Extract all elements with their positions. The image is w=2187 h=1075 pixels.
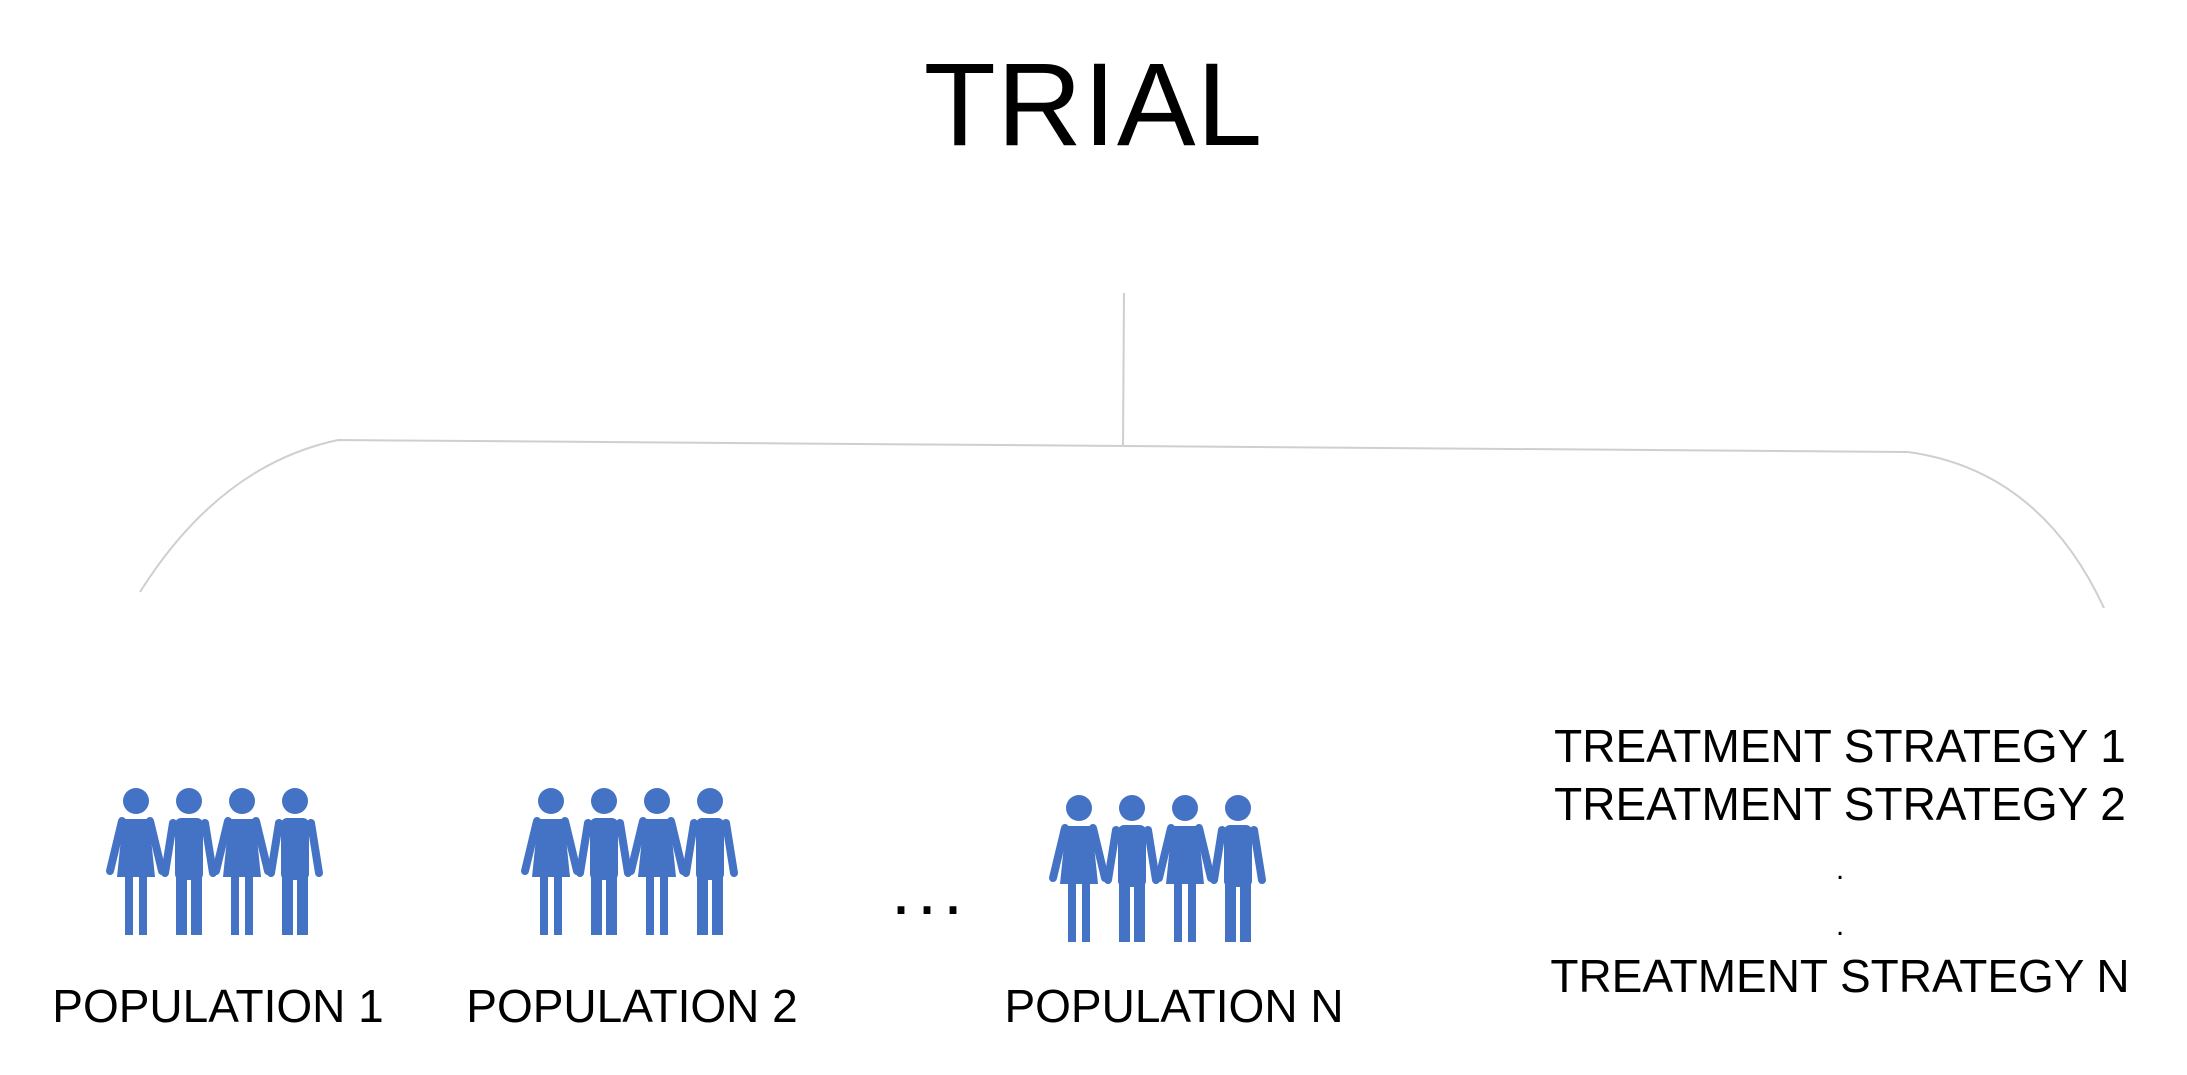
strategy-dot-1: . xyxy=(1835,853,1845,886)
population-n-people-icon xyxy=(1049,795,1266,942)
left-branch-line xyxy=(139,438,1125,593)
diagram-title: TRIAL xyxy=(923,39,1264,171)
treatment-strategy-2: TREATMENT STRATEGY 2 xyxy=(1554,778,2126,830)
population-1-people-icon xyxy=(106,788,323,935)
stem-line xyxy=(1122,292,1125,447)
strategy-dot-2: . xyxy=(1835,909,1845,942)
treatment-strategy-n: TREATMENT STRATEGY N xyxy=(1550,950,2130,1002)
population-2-people-icon xyxy=(521,788,738,935)
treatment-strategy-1: TREATMENT STRATEGY 1 xyxy=(1554,720,2126,772)
ellipsis-text: ... xyxy=(890,850,969,930)
right-branch-line xyxy=(1123,445,2105,609)
population-n-label: POPULATION N xyxy=(1004,980,1344,1032)
population-1-label: POPULATION 1 xyxy=(52,980,384,1032)
population-2-label: POPULATION 2 xyxy=(466,980,798,1032)
